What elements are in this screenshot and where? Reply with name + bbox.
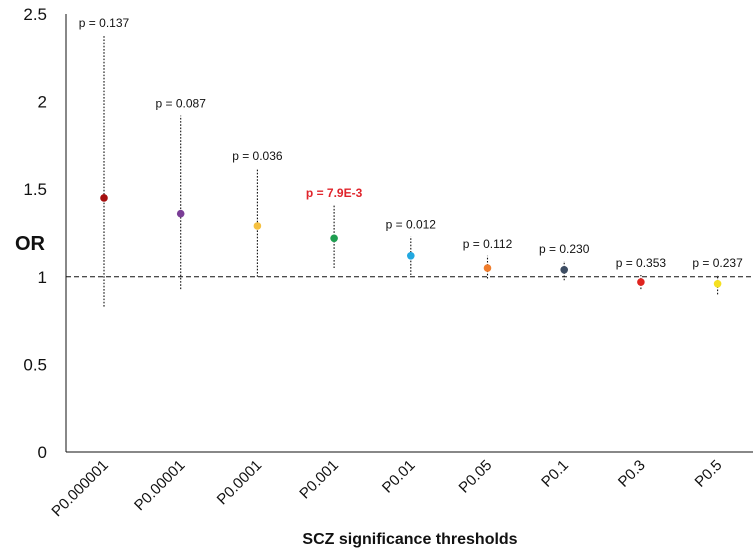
y-tick-label-4: 2 xyxy=(38,93,47,112)
x-tick-label-1: P0.00001 xyxy=(131,457,188,514)
y-tick-label-2: 1 xyxy=(38,268,47,287)
p-value-label-8: p = 0.237 xyxy=(692,256,743,270)
p-value-label-7: p = 0.353 xyxy=(616,256,667,270)
x-tick-label-3: P0.001 xyxy=(296,457,342,503)
y-tick-label-5: 2.5 xyxy=(23,5,47,24)
x-tick-label-8: P0.5 xyxy=(692,457,726,491)
p-value-label-3: p = 7.9E-3 xyxy=(306,186,363,200)
x-tick-label-6: P0.1 xyxy=(538,457,572,491)
p-value-label-2: p = 0.036 xyxy=(232,149,283,163)
data-points xyxy=(100,194,722,288)
data-point-5 xyxy=(483,264,492,272)
x-tick-label-5: P0.05 xyxy=(456,457,496,497)
x-tick-label-2: P0.0001 xyxy=(214,457,266,509)
y-tick-label-3: 1.5 xyxy=(23,180,47,199)
x-tick-labels: P0.000001 P0.00001 P0.0001 P0.001 P0.01 P0.05… xyxy=(48,457,725,520)
data-point-7 xyxy=(637,278,645,286)
p-value-label-5: p = 0.112 xyxy=(463,237,513,251)
y-tick-label-0: 0 xyxy=(38,443,47,462)
x-tick-label-7: P0.3 xyxy=(615,457,649,491)
y-tick-labels: 0 0.5 1 1.5 2 2.5 xyxy=(23,5,47,462)
data-point-2 xyxy=(253,222,262,230)
y-tick-label-1: 0.5 xyxy=(23,355,47,374)
data-point-3 xyxy=(330,234,338,243)
data-point-1 xyxy=(176,209,185,218)
p-value-label-1: p = 0.087 xyxy=(156,97,207,111)
data-point-4 xyxy=(407,251,415,260)
data-point-6 xyxy=(560,265,568,274)
data-point-8 xyxy=(713,280,722,288)
data-point-0 xyxy=(100,194,108,202)
x-tick-label-0: P0.000001 xyxy=(48,457,111,520)
p-value-label-0: p = 0.137 xyxy=(79,16,130,30)
p-value-label-6: p = 0.230 xyxy=(539,242,590,256)
x-axis-title: SCZ significance thresholds xyxy=(302,531,517,548)
y-axis-title: OR xyxy=(15,233,46,255)
x-tick-label-4: P0.01 xyxy=(379,457,419,497)
p-value-labels: p = 0.137 p = 0.087 p = 0.036 p = 7.9E-3 p =… xyxy=(79,16,743,270)
p-value-label-4: p = 0.012 xyxy=(386,218,437,232)
